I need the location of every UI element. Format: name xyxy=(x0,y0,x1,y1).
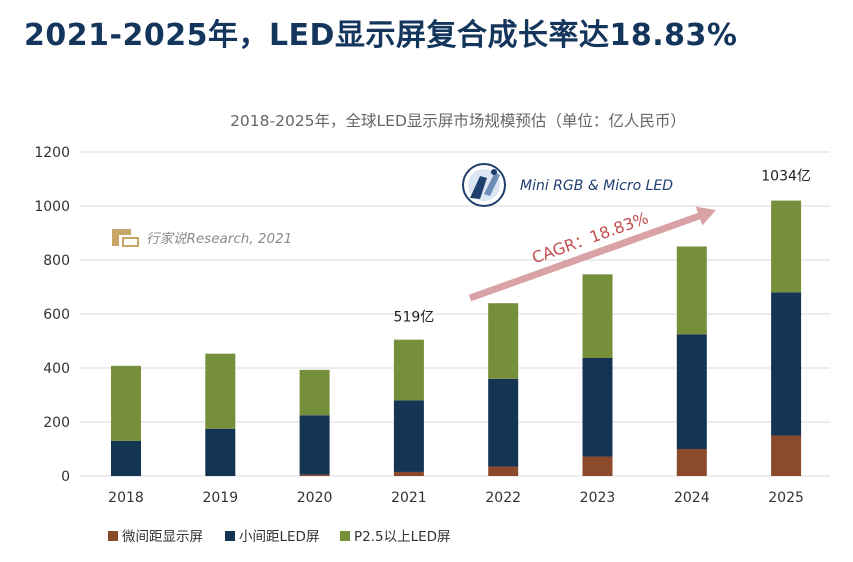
mini-micro-led-label: Mini RGB & Micro LED xyxy=(520,178,673,194)
y-tick-label: 400 xyxy=(43,361,70,377)
page-title: 2021-2025年，LED显示屏复合成长率达18.83% xyxy=(24,18,738,53)
x-tick-label: 2018 xyxy=(108,490,144,506)
bar-micro-2021 xyxy=(393,471,424,476)
legend-label: 微间距显示屏 xyxy=(122,529,203,545)
legend-label: P2.5以上LED屏 xyxy=(354,529,451,545)
bar-small-pitch-2022 xyxy=(488,378,519,467)
y-tick-label: 1200 xyxy=(34,145,70,161)
x-tick-label: 2024 xyxy=(674,490,710,506)
bar-micro-2025 xyxy=(771,435,802,476)
bar-p25-2018 xyxy=(111,365,141,441)
cagr-arrow-shaft xyxy=(468,211,704,302)
total-label-2025: 1034亿 xyxy=(761,169,811,185)
legend-swatch xyxy=(108,531,118,541)
bar-small-pitch-2021 xyxy=(393,400,424,472)
bar-small-pitch-2024 xyxy=(676,334,707,449)
legend-label: 小间距LED屏 xyxy=(239,529,319,545)
led-badge-shape xyxy=(470,176,487,199)
bar-p25-2022 xyxy=(488,303,519,379)
chart-title: 2018-2025年，全球LED显示屏市场规模预估（单位：亿人民币） xyxy=(230,112,686,130)
bar-p25-2021 xyxy=(393,339,424,401)
y-tick-label: 600 xyxy=(43,307,70,323)
y-tick-label: 800 xyxy=(43,253,70,269)
bar-micro-2023 xyxy=(582,456,613,476)
legend-swatch xyxy=(225,531,235,541)
cagr-arrow-head xyxy=(695,206,716,226)
bar-small-pitch-2019 xyxy=(205,428,236,476)
bar-p25-2023 xyxy=(582,274,613,359)
x-tick-label: 2025 xyxy=(768,490,804,506)
bar-p25-2024 xyxy=(676,246,707,335)
bar-micro-2024 xyxy=(676,449,707,476)
x-tick-label: 2020 xyxy=(297,490,333,506)
watermark-logo-icon-2 xyxy=(122,237,139,247)
y-tick-label: 0 xyxy=(61,469,70,485)
total-label-2021: 519亿 xyxy=(394,310,435,326)
bar-small-pitch-2023 xyxy=(582,358,613,457)
led-badge-dot xyxy=(491,169,497,175)
x-tick-label: 2019 xyxy=(202,490,238,506)
bar-micro-2020 xyxy=(299,474,330,476)
x-tick-label: 2023 xyxy=(580,490,616,506)
y-tick-label: 1000 xyxy=(34,199,70,215)
x-tick-label: 2022 xyxy=(485,490,521,506)
bar-p25-2019 xyxy=(205,353,236,429)
led-badge-shape-2 xyxy=(484,172,500,196)
watermark-logo-icon xyxy=(112,229,131,246)
bar-micro-2022 xyxy=(488,466,519,476)
bar-small-pitch-2020 xyxy=(299,415,330,475)
bar-p25-2025 xyxy=(771,200,802,293)
x-tick-label: 2021 xyxy=(391,490,427,506)
y-tick-label: 200 xyxy=(43,415,70,431)
bar-small-pitch-2018 xyxy=(111,440,141,476)
legend-swatch xyxy=(340,531,350,541)
bar-p25-2020 xyxy=(299,369,330,416)
watermark-text: 行家说Research, 2021 xyxy=(146,231,292,247)
bar-small-pitch-2025 xyxy=(771,292,802,436)
